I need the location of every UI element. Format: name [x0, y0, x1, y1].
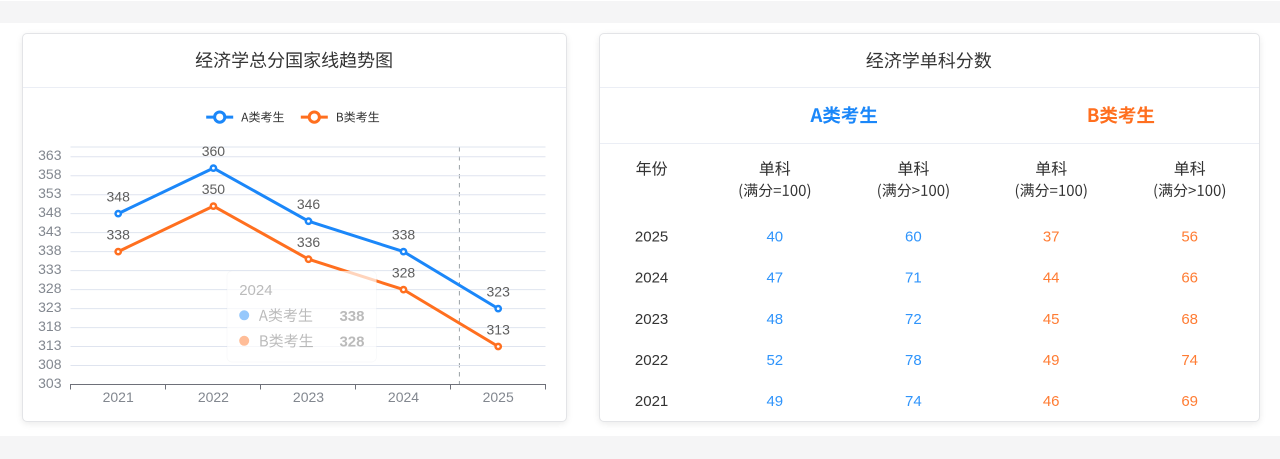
svg-text:338: 338 — [38, 242, 62, 258]
svg-text:69: 69 — [1181, 393, 1198, 410]
svg-text:60: 60 — [905, 228, 922, 245]
svg-text:338: 338 — [107, 226, 131, 242]
svg-text:37: 37 — [1043, 228, 1060, 245]
svg-text:2023: 2023 — [293, 389, 324, 405]
svg-text:71: 71 — [905, 270, 922, 287]
svg-text:52: 52 — [766, 352, 783, 369]
svg-text:363: 363 — [38, 147, 62, 163]
svg-text:45: 45 — [1043, 311, 1060, 328]
svg-text:323: 323 — [487, 283, 511, 299]
svg-text:40: 40 — [766, 228, 783, 245]
svg-text:44: 44 — [1043, 270, 1060, 287]
svg-text:2022: 2022 — [198, 389, 229, 405]
svg-text:49: 49 — [766, 393, 783, 410]
svg-text:2022: 2022 — [635, 352, 668, 369]
svg-text:49: 49 — [1043, 352, 1060, 369]
svg-text:308: 308 — [38, 356, 62, 372]
svg-text:46: 46 — [1043, 393, 1060, 410]
svg-text:360: 360 — [202, 143, 226, 159]
svg-text:338: 338 — [392, 226, 416, 242]
svg-text:346: 346 — [297, 196, 321, 212]
svg-text:303: 303 — [38, 375, 62, 391]
svg-text:358: 358 — [38, 166, 62, 182]
svg-text:72: 72 — [905, 311, 922, 328]
svg-text:74: 74 — [905, 393, 922, 410]
svg-text:348: 348 — [38, 204, 62, 220]
svg-text:47: 47 — [766, 270, 783, 287]
svg-text:353: 353 — [38, 185, 62, 201]
svg-text:333: 333 — [38, 261, 62, 277]
svg-text:2021: 2021 — [635, 393, 668, 410]
svg-text:2024: 2024 — [635, 270, 668, 287]
svg-text:2023: 2023 — [635, 311, 668, 328]
svg-text:48: 48 — [766, 311, 783, 328]
svg-text:2021: 2021 — [103, 389, 134, 405]
svg-text:74: 74 — [1181, 352, 1198, 369]
svg-text:2024: 2024 — [239, 282, 272, 299]
svg-text:338: 338 — [339, 308, 364, 325]
svg-text:350: 350 — [202, 181, 226, 197]
svg-text:328: 328 — [339, 333, 364, 350]
svg-text:348: 348 — [107, 188, 131, 204]
svg-text:2024: 2024 — [388, 389, 419, 405]
svg-text:56: 56 — [1181, 228, 1198, 245]
svg-text:343: 343 — [38, 223, 62, 239]
svg-text:78: 78 — [905, 352, 922, 369]
svg-text:313: 313 — [38, 337, 62, 353]
svg-text:2025: 2025 — [483, 389, 514, 405]
svg-text:328: 328 — [38, 280, 62, 296]
svg-text:313: 313 — [487, 321, 511, 337]
svg-text:66: 66 — [1181, 270, 1198, 287]
svg-text:68: 68 — [1181, 311, 1198, 328]
svg-text:323: 323 — [38, 299, 62, 315]
svg-text:318: 318 — [38, 318, 62, 334]
svg-text:328: 328 — [392, 264, 416, 280]
svg-text:336: 336 — [297, 234, 321, 250]
svg-text:2025: 2025 — [635, 228, 668, 245]
